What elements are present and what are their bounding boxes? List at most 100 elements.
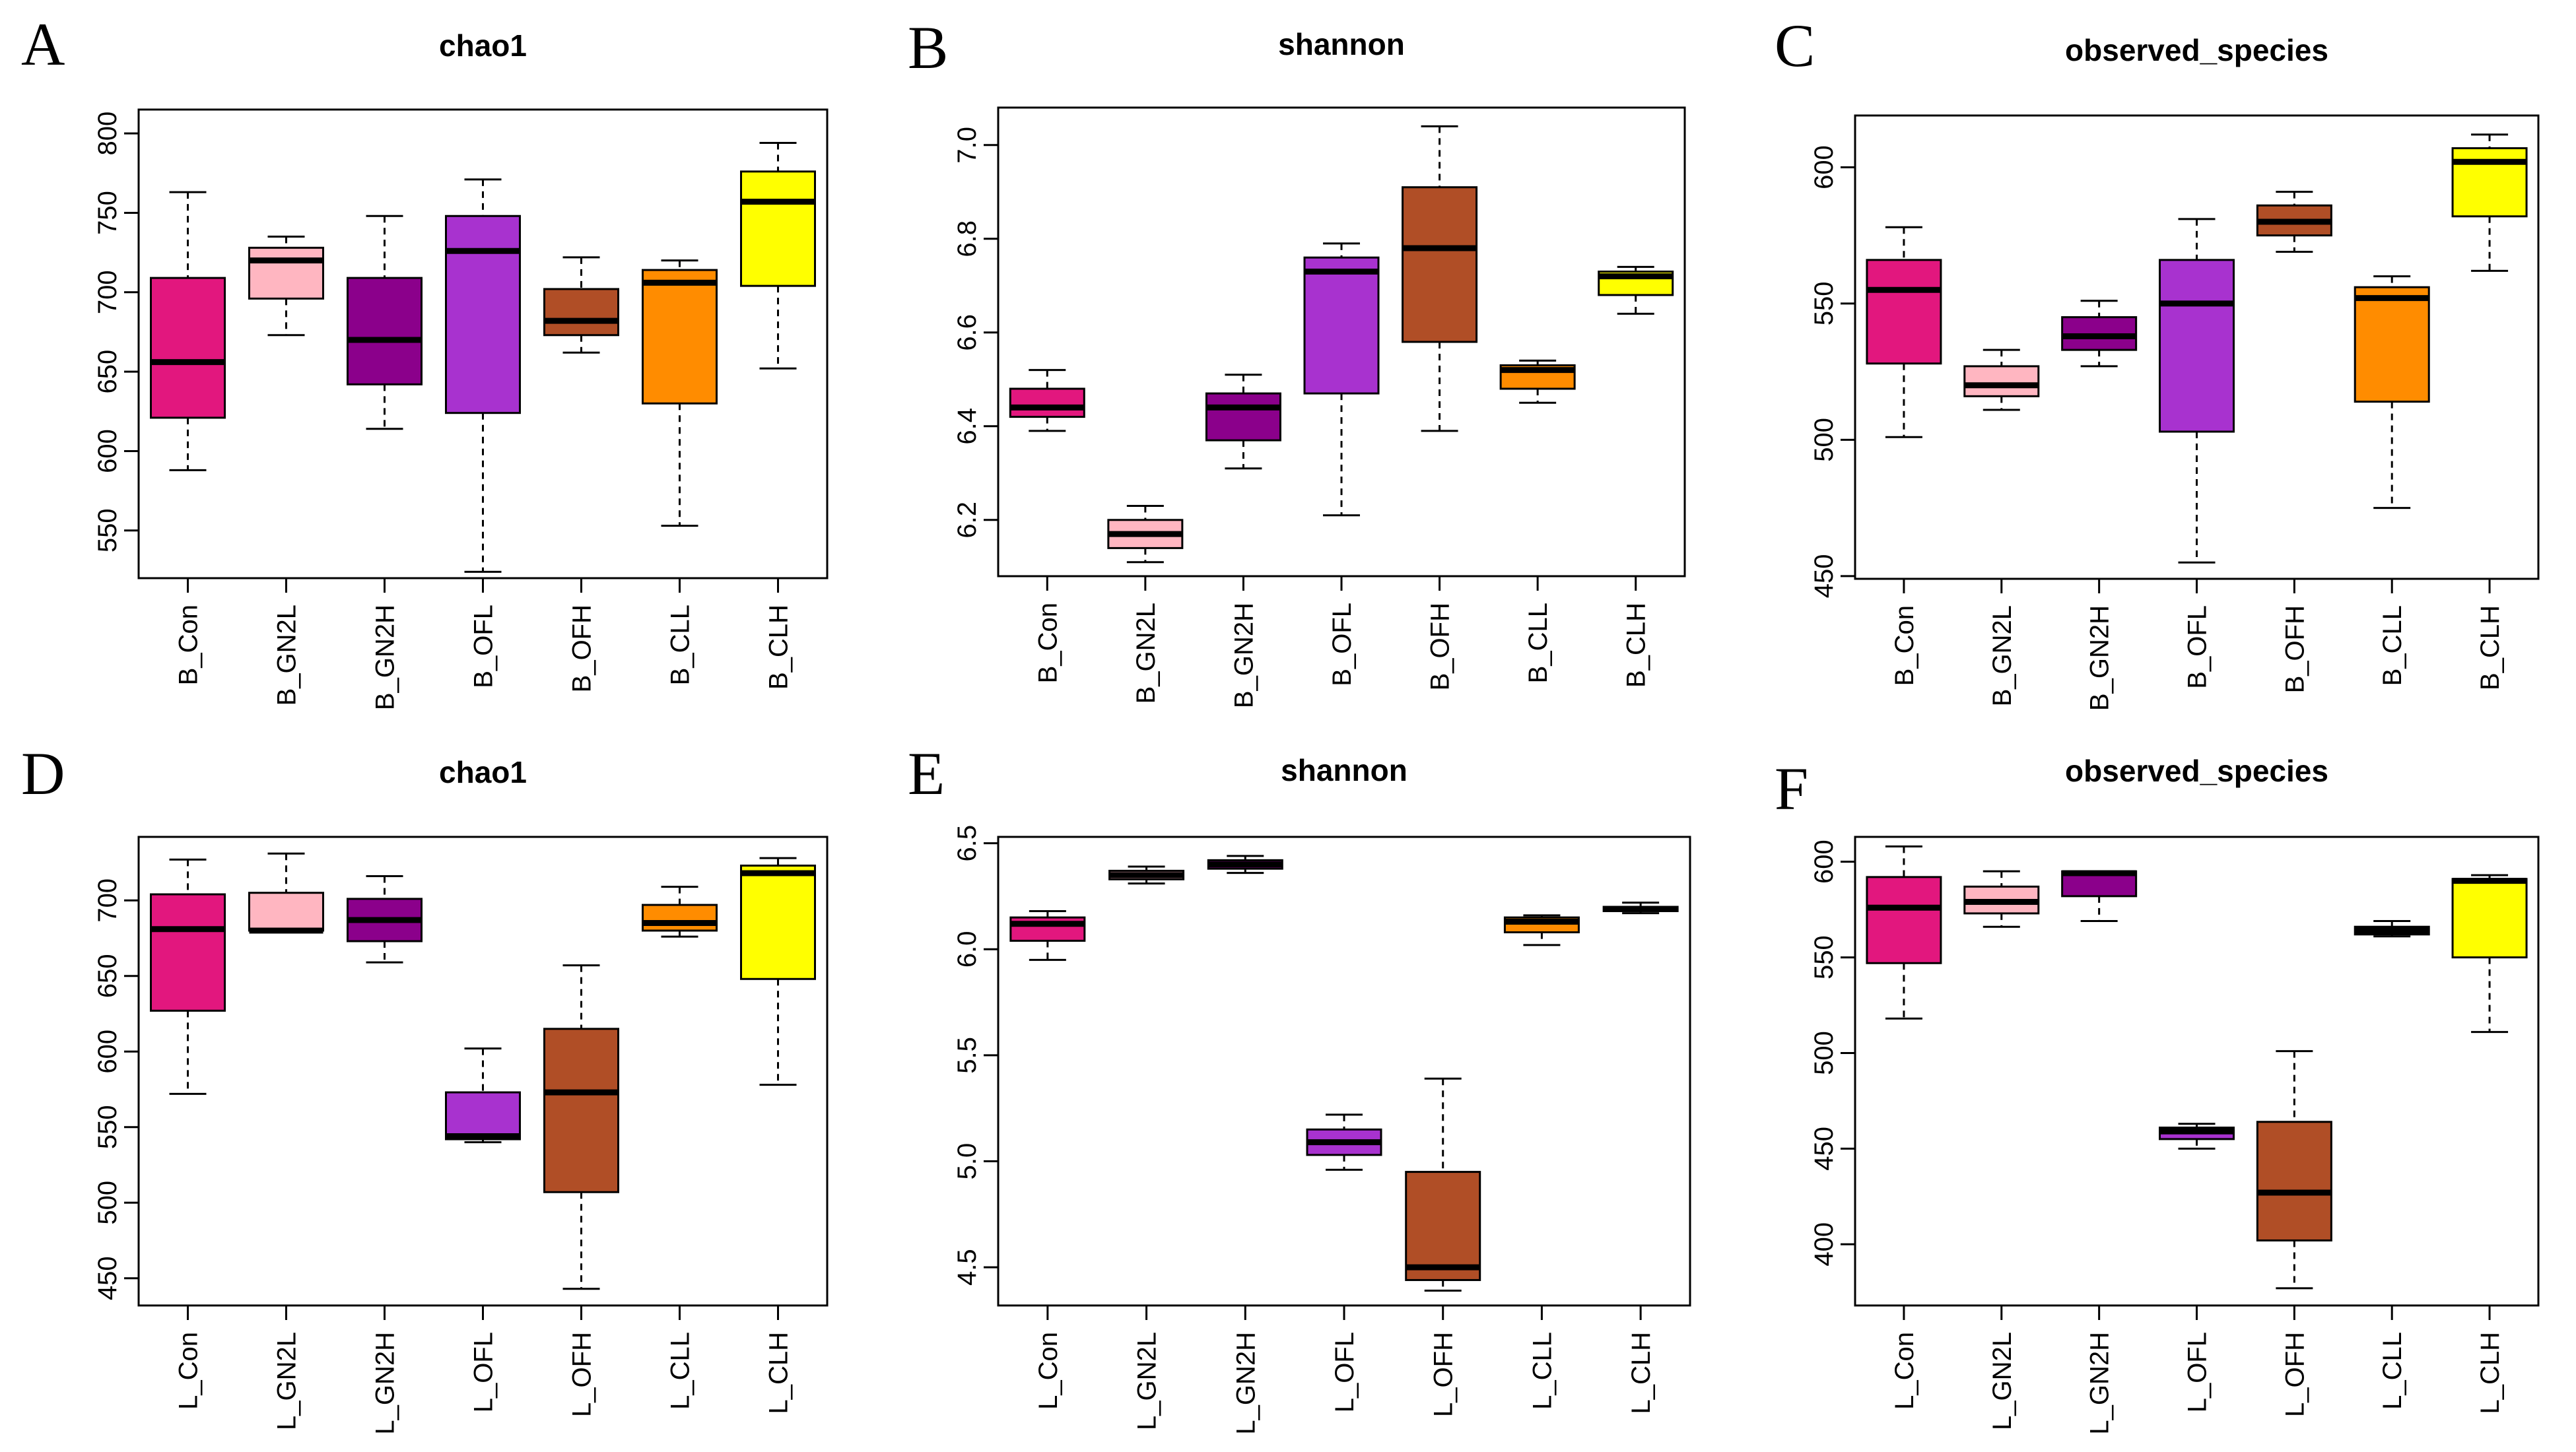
x-tick-label: B_GN2H <box>2085 605 2115 711</box>
box-b-cll <box>1499 359 1576 404</box>
y-tick-label: 600 <box>1810 145 1839 189</box>
y-tick-label: 500 <box>1810 1031 1839 1075</box>
x-tick-label: L_Con <box>174 1332 203 1410</box>
iqr-box <box>543 1028 619 1193</box>
x-tick-label: B_CLL <box>1524 603 1553 683</box>
y-tick-label: 600 <box>93 1030 122 1074</box>
box-b-gn2l <box>1107 505 1184 564</box>
x-tick-label: L_GN2L <box>1133 1332 1162 1430</box>
iqr-box <box>347 277 423 385</box>
iqr-box <box>2159 259 2235 433</box>
box-l-cll <box>1503 914 1580 946</box>
box-b-gn2l <box>1963 348 2040 411</box>
box-b-con <box>1009 369 1085 432</box>
y-tick-label: 5.5 <box>953 1037 982 1074</box>
iqr-box <box>1402 186 1478 343</box>
x-tick-label: L_CLH <box>1627 1332 1656 1414</box>
box-b-ofl <box>2159 218 2235 564</box>
y-tick-label: 6.2 <box>953 502 982 539</box>
x-tick-label: L_CLL <box>666 1332 695 1410</box>
chart-title-d: chao1 <box>439 755 527 789</box>
box-b-gn2h <box>347 214 423 430</box>
chart-title-e: shannon <box>1281 753 1407 787</box>
x-tick-label: L_OFL <box>469 1332 498 1412</box>
chart-title-f: observed_species <box>2065 754 2328 788</box>
x-tick-label: L_GN2L <box>1988 1332 2017 1430</box>
y-tick-label: 600 <box>93 429 122 473</box>
box-b-ofh <box>1402 125 1478 432</box>
x-tick-label: L_CLH <box>2476 1332 2505 1414</box>
x-tick-label: B_OFH <box>2280 605 2309 693</box>
box-b-clh <box>740 142 816 370</box>
x-tick-label: L_OFH <box>1429 1332 1458 1417</box>
x-tick-label: L_CLH <box>764 1332 794 1414</box>
y-tick-label: 550 <box>93 508 122 552</box>
x-tick-label: B_Con <box>1890 605 1919 686</box>
y-tick-label: 700 <box>93 270 122 314</box>
y-tick-label: 6.0 <box>953 931 982 968</box>
iqr-box <box>445 214 521 414</box>
y-tick-label: 6.5 <box>953 825 982 862</box>
iqr-box <box>150 277 226 419</box>
x-tick-label: B_GN2H <box>371 605 400 710</box>
box-b-gn2h <box>1205 374 1281 470</box>
box-l-cll <box>642 886 718 938</box>
box-l-clh <box>1602 902 1679 915</box>
box-b-ofl <box>1303 242 1380 517</box>
x-tick-label: L_CLL <box>1528 1332 1557 1410</box>
box-l-gn2h <box>1207 855 1283 874</box>
box-b-ofh <box>543 256 619 354</box>
box-l-ofl <box>2159 1123 2235 1150</box>
x-tick-label: B_OFL <box>1328 603 1357 686</box>
iqr-box <box>543 288 619 337</box>
x-tick-label: L_OFL <box>2183 1332 2212 1412</box>
x-tick-label: B_Con <box>174 605 203 685</box>
box-b-clh <box>1598 265 1674 315</box>
x-tick-label: L_GN2L <box>273 1332 302 1430</box>
x-tick-label: L_OFH <box>2280 1332 2309 1417</box>
iqr-box <box>740 865 816 980</box>
iqr-box <box>150 893 226 1012</box>
panel-letter-a: A <box>21 11 65 78</box>
x-tick-label: B_CLL <box>666 605 695 685</box>
box-l-ofh <box>543 964 619 1290</box>
x-tick-label: L_GN2H <box>2085 1332 2115 1435</box>
box-b-cll <box>642 259 718 527</box>
iqr-box <box>2451 878 2528 959</box>
box-l-con <box>1009 909 1086 961</box>
chart-title-c: observed_species <box>2065 33 2328 67</box>
plot-frame <box>1854 114 2540 580</box>
y-tick-label: 550 <box>1810 282 1839 326</box>
y-tick-label: 600 <box>1810 840 1839 884</box>
box-b-gn2h <box>2061 300 2138 368</box>
y-tick-label: 6.4 <box>953 408 982 445</box>
iqr-box <box>1405 1171 1481 1281</box>
iqr-box <box>1866 876 1942 964</box>
box-b-ofl <box>445 178 521 573</box>
box-l-ofh <box>1405 1077 1481 1292</box>
x-tick-label: B_GN2H <box>1229 603 1258 708</box>
panel-letter-b: B <box>908 14 948 81</box>
box-b-con <box>1866 226 1942 438</box>
box-l-gn2l <box>1963 870 2040 928</box>
x-tick-label: L_Con <box>1034 1332 1063 1410</box>
y-tick-label: 450 <box>1810 554 1839 598</box>
chart-title-a: chao1 <box>439 28 527 63</box>
y-tick-label: 800 <box>93 112 122 156</box>
plot-frame <box>137 108 829 579</box>
box-b-ofh <box>2256 191 2332 253</box>
x-tick-label: B_OFH <box>1426 603 1455 690</box>
box-b-con <box>150 191 226 471</box>
plot-frame <box>997 106 1686 578</box>
box-l-gn2h <box>2061 870 2138 923</box>
box-l-con <box>1866 845 1942 1020</box>
y-tick-label: 650 <box>93 954 122 998</box>
x-tick-label: B_GN2L <box>1988 605 2017 706</box>
box-l-ofl <box>1306 1113 1382 1171</box>
iqr-box <box>1303 256 1380 395</box>
